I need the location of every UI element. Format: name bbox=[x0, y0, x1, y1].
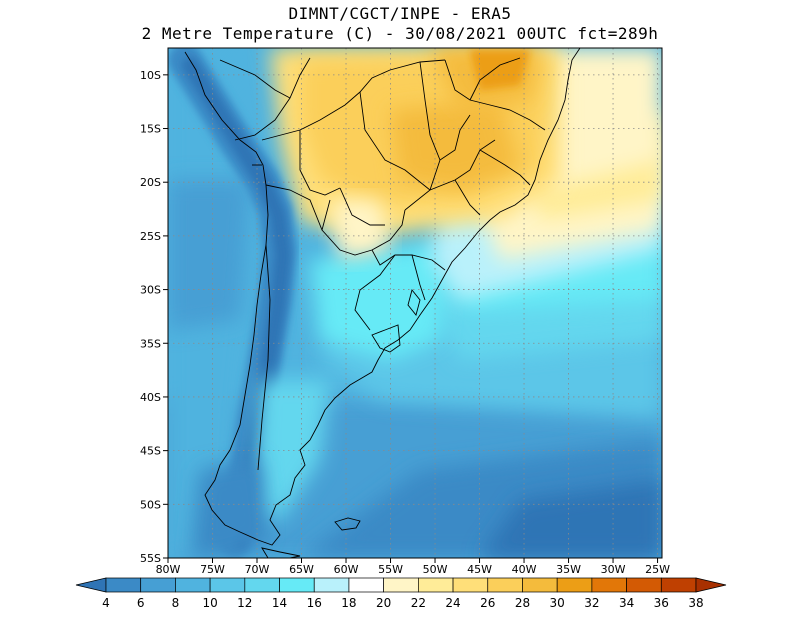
colorbar-label: 38 bbox=[688, 596, 703, 610]
colorbar-label: 4 bbox=[102, 596, 110, 610]
lat-tick-label: 40S bbox=[140, 391, 161, 404]
lon-tick-label: 45W bbox=[467, 563, 492, 576]
colorbar-label: 6 bbox=[137, 596, 145, 610]
lon-tick-label: 55W bbox=[378, 563, 403, 576]
lon-tick-label: 80W bbox=[156, 563, 181, 576]
lon-tick-label: 70W bbox=[245, 563, 270, 576]
lat-tick-label: 45S bbox=[140, 445, 161, 458]
lon-tick-label: 35W bbox=[556, 563, 581, 576]
colorbar-segment bbox=[209, 577, 246, 593]
colorbar-segment bbox=[244, 577, 280, 593]
latitude-axis: 10S 15S 20S 25S 30S 35S 40S 45S 50S 55S bbox=[140, 69, 168, 565]
colorbar-segment bbox=[175, 577, 211, 593]
colorbar-segment bbox=[348, 577, 384, 593]
colorbar-segment bbox=[591, 577, 627, 593]
colorbar-segment bbox=[487, 577, 523, 593]
lon-tick-label: 30W bbox=[601, 563, 626, 576]
colorbar-label: 8 bbox=[172, 596, 180, 610]
lat-tick-label: 25S bbox=[140, 230, 161, 243]
map-title-line-2: 2 Metre Temperature (C) - 30/08/2021 00U… bbox=[141, 24, 659, 43]
colorbar-segment bbox=[313, 577, 350, 593]
map-frame bbox=[167, 47, 663, 559]
colorbar-label: 28 bbox=[515, 596, 530, 610]
lon-tick-label: 75W bbox=[200, 563, 225, 576]
colorbar-label: 26 bbox=[480, 596, 495, 610]
temperature-field bbox=[168, 48, 662, 558]
colorbar-segment bbox=[140, 577, 176, 593]
lon-tick-label: 40W bbox=[512, 563, 537, 576]
lat-tick-label: 35S bbox=[140, 337, 161, 350]
colorbar-label: 32 bbox=[584, 596, 599, 610]
colorbar-arrow-high bbox=[695, 577, 727, 593]
lat-tick-label: 20S bbox=[140, 176, 161, 189]
lon-tick-label: 50W bbox=[423, 563, 448, 576]
colorbar-label: 34 bbox=[619, 596, 634, 610]
colorbar-label: 12 bbox=[237, 596, 252, 610]
map-title-line-1: DIMNT/CGCT/INPE - ERA5 bbox=[288, 4, 512, 23]
colorbar-segment bbox=[452, 577, 489, 593]
colorbar-arrow-low bbox=[75, 577, 107, 593]
colorbar-segment bbox=[105, 577, 142, 593]
colorbar-segment bbox=[626, 577, 662, 593]
lat-tick-label: 30S bbox=[140, 284, 161, 297]
colorbar-segment bbox=[279, 577, 315, 593]
colorbar-label: 14 bbox=[272, 596, 287, 610]
colorbar-label: 36 bbox=[654, 596, 669, 610]
colorbar-label: 10 bbox=[202, 596, 217, 610]
longitude-axis: 80W 75W 70W 65W 60W 55W 50W 45W 40W 35W 30W 25W bbox=[156, 558, 670, 576]
colorbar-label: 24 bbox=[445, 596, 460, 610]
lon-tick-label: 60W bbox=[334, 563, 359, 576]
colorbar-label: 18 bbox=[341, 596, 356, 610]
lat-tick-label: 15S bbox=[140, 123, 161, 136]
colorbar-segment bbox=[418, 577, 454, 593]
lat-tick-label: 50S bbox=[140, 498, 161, 511]
colorbar-segment bbox=[383, 577, 419, 593]
lat-tick-label: 10S bbox=[140, 69, 161, 82]
lon-tick-label: 25W bbox=[645, 563, 670, 576]
colorbar-label: 30 bbox=[550, 596, 565, 610]
colorbar-segment bbox=[660, 577, 697, 593]
colorbar: 4 6 8 10 12 14 16 18 20 22 24 26 28 30 32 34 36 38 bbox=[75, 577, 727, 610]
coastlines-borders bbox=[184, 48, 581, 558]
colorbar-label: 16 bbox=[307, 596, 322, 610]
colorbar-segment bbox=[556, 577, 593, 593]
lat-tick-label: 55S bbox=[140, 552, 161, 565]
colorbar-label: 22 bbox=[411, 596, 426, 610]
lon-tick-label: 65W bbox=[289, 563, 314, 576]
colorbar-label: 20 bbox=[376, 596, 391, 610]
colorbar-segment bbox=[522, 577, 558, 593]
